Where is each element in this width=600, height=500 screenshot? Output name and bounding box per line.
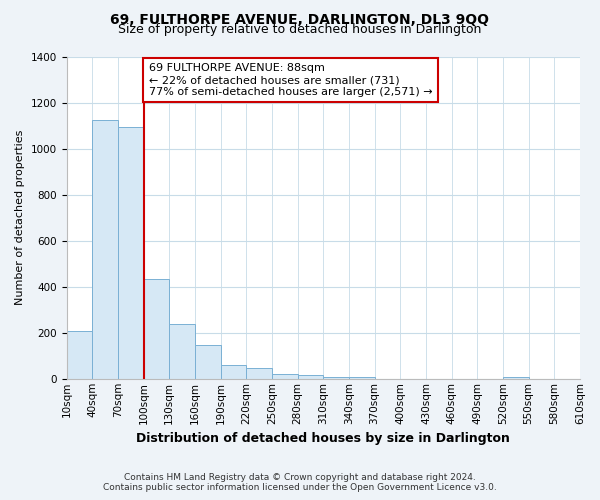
Bar — [349, 377, 374, 379]
Text: 69 FULTHORPE AVENUE: 88sqm
← 22% of detached houses are smaller (731)
77% of sem: 69 FULTHORPE AVENUE: 88sqm ← 22% of deta… — [149, 64, 433, 96]
Bar — [323, 376, 349, 379]
Text: 69, FULTHORPE AVENUE, DARLINGTON, DL3 9QQ: 69, FULTHORPE AVENUE, DARLINGTON, DL3 9Q… — [110, 12, 490, 26]
Bar — [143, 278, 169, 379]
Text: Contains HM Land Registry data © Crown copyright and database right 2024.
Contai: Contains HM Land Registry data © Crown c… — [103, 473, 497, 492]
Bar — [195, 346, 221, 379]
Y-axis label: Number of detached properties: Number of detached properties — [15, 130, 25, 306]
Bar — [118, 126, 143, 379]
Bar — [92, 120, 118, 379]
Bar — [298, 376, 323, 379]
Bar — [272, 374, 298, 379]
Bar — [503, 376, 529, 379]
Bar — [67, 330, 92, 379]
Bar — [221, 365, 246, 379]
Bar — [169, 324, 195, 379]
Bar — [246, 368, 272, 379]
X-axis label: Distribution of detached houses by size in Darlington: Distribution of detached houses by size … — [136, 432, 510, 445]
Text: Size of property relative to detached houses in Darlington: Size of property relative to detached ho… — [118, 22, 482, 36]
